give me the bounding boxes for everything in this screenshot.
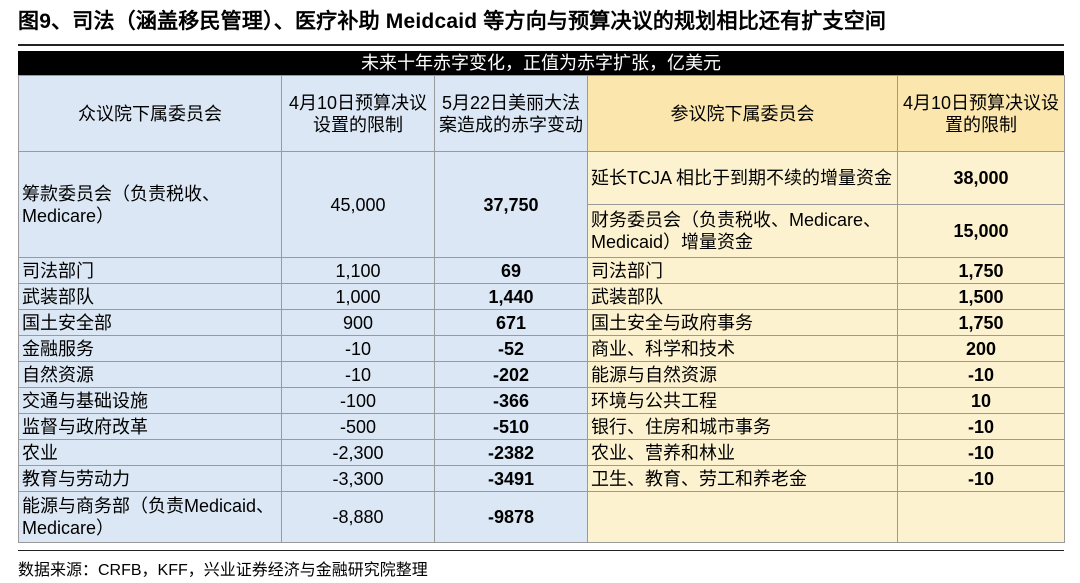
house-committee-cell: 农业 bbox=[18, 439, 282, 466]
table-row: 交通与基础设施 -100 -366 环境与公共工程 10 bbox=[18, 387, 1065, 414]
house-limit-cell: 1,000 bbox=[281, 283, 435, 310]
house-change-cell: -52 bbox=[434, 335, 588, 362]
house-limit-cell: -10 bbox=[281, 335, 435, 362]
senate-committee-cell: 国土安全与政府事务 bbox=[587, 309, 898, 336]
table-row: 金融服务 -10 -52 商业、科学和技术 200 bbox=[18, 335, 1065, 362]
senate-committee-cell: 能源与自然资源 bbox=[587, 361, 898, 388]
house-change-cell: -202 bbox=[434, 361, 588, 388]
house-limit-cell: 900 bbox=[281, 309, 435, 336]
senate-limit-cell: 10 bbox=[897, 387, 1065, 414]
house-change-cell: -3491 bbox=[434, 465, 588, 492]
house-change-cell: -366 bbox=[434, 387, 588, 414]
house-change-cell: 1,440 bbox=[434, 283, 588, 310]
house-committee-cell: 司法部门 bbox=[18, 257, 282, 284]
house-limit-cell: 1,100 bbox=[281, 257, 435, 284]
senate-limit-cell: 200 bbox=[897, 335, 1065, 362]
title-rule bbox=[18, 44, 1064, 46]
senate-committee-cell: 农业、营养和林业 bbox=[587, 439, 898, 466]
house-committee-cell: 监督与政府改革 bbox=[18, 413, 282, 440]
house-committee-cell: 金融服务 bbox=[18, 335, 282, 362]
house-change-cell: 69 bbox=[434, 257, 588, 284]
table-row: 财务委员会（负责税收、Medicare、Medicaid）增量资金 15,000 bbox=[19, 204, 1065, 258]
house-committee-cell: 能源与商务部（负责Medicaid、Medicare） bbox=[18, 491, 282, 543]
senate-committee-cell: 银行、住房和城市事务 bbox=[587, 413, 898, 440]
header-house-committee: 众议院下属委员会 bbox=[18, 75, 282, 152]
source-note: 数据来源：CRFB，KFF，兴业证券经济与金融研究院整理 bbox=[18, 562, 428, 579]
house-limit-cell: -2,300 bbox=[281, 439, 435, 466]
table-row: 筹款委员会（负责税收、Medicare） 45,000 37,750 延长TCJ… bbox=[18, 151, 1065, 258]
table-row: 武装部队 1,000 1,440 武装部队 1,500 bbox=[18, 283, 1065, 310]
header-senate-committee: 参议院下属委员会 bbox=[587, 75, 898, 152]
figure-title: 图9、司法（涵盖移民管理）、医疗补助 Meidcaid 等方向与预算决议的规划相… bbox=[18, 10, 887, 33]
deficit-table: 众议院下属委员会 4月10日预算决议设置的限制 5月22日美丽大法案造成的赤字变… bbox=[18, 75, 1065, 543]
house-committee-cell: 武装部队 bbox=[18, 283, 282, 310]
senate-limit-cell: 15,000 bbox=[897, 204, 1065, 258]
senate-committee-cell: 武装部队 bbox=[587, 283, 898, 310]
senate-limit-cell: 1,750 bbox=[897, 309, 1065, 336]
house-committee-cell: 筹款委员会（负责税收、Medicare） bbox=[18, 151, 282, 258]
house-limit-cell: -500 bbox=[281, 413, 435, 440]
house-change-cell: -2382 bbox=[434, 439, 588, 466]
senate-limit-cell: 1,500 bbox=[897, 283, 1065, 310]
senate-limit-cell: 1,750 bbox=[897, 257, 1065, 284]
house-change-cell: 671 bbox=[434, 309, 588, 336]
senate-committee-cell: 卫生、教育、劳工和养老金 bbox=[587, 465, 898, 492]
house-committee-cell: 国土安全部 bbox=[18, 309, 282, 336]
senate-committee-cell bbox=[587, 491, 898, 543]
senate-limit-cell: -10 bbox=[897, 439, 1065, 466]
senate-limit-cell: -10 bbox=[897, 465, 1065, 492]
senate-committee-cell: 环境与公共工程 bbox=[587, 387, 898, 414]
house-change-cell: -9878 bbox=[434, 491, 588, 543]
senate-committee-cell: 商业、科学和技术 bbox=[587, 335, 898, 362]
header-senate-limit: 4月10日预算决议设置的限制 bbox=[897, 75, 1065, 152]
house-committee-cell: 教育与劳动力 bbox=[18, 465, 282, 492]
house-limit-cell: -8,880 bbox=[281, 491, 435, 543]
house-limit-cell: -100 bbox=[281, 387, 435, 414]
table-header-row: 众议院下属委员会 4月10日预算决议设置的限制 5月22日美丽大法案造成的赤字变… bbox=[18, 75, 1065, 152]
house-limit-cell: -10 bbox=[281, 361, 435, 388]
senate-committee-cell: 延长TCJA 相比于到期不续的增量资金 bbox=[587, 151, 898, 205]
header-house-change: 5月22日美丽大法案造成的赤字变动 bbox=[434, 75, 588, 152]
table-row: 司法部门 1,100 69 司法部门 1,750 bbox=[18, 257, 1065, 284]
table-row: 自然资源 -10 -202 能源与自然资源 -10 bbox=[18, 361, 1065, 388]
table-row: 能源与商务部（负责Medicaid、Medicare） -8,880 -9878 bbox=[18, 491, 1065, 543]
house-committee-cell: 自然资源 bbox=[18, 361, 282, 388]
senate-committee-cell: 司法部门 bbox=[587, 257, 898, 284]
table-row: 农业 -2,300 -2382 农业、营养和林业 -10 bbox=[18, 439, 1065, 466]
senate-committee-cell: 财务委员会（负责税收、Medicare、Medicaid）增量资金 bbox=[587, 204, 898, 258]
senate-limit-cell: -10 bbox=[897, 413, 1065, 440]
senate-limit-cell: 38,000 bbox=[897, 151, 1065, 205]
house-change-cell: 37,750 bbox=[434, 151, 588, 258]
house-change-cell: -510 bbox=[434, 413, 588, 440]
source-rule bbox=[18, 550, 1064, 551]
senate-limit-cell: -10 bbox=[897, 361, 1065, 388]
header-house-limit: 4月10日预算决议设置的限制 bbox=[281, 75, 435, 152]
table-row: 教育与劳动力 -3,300 -3491 卫生、教育、劳工和养老金 -10 bbox=[18, 465, 1065, 492]
table-banner: 未来十年赤字变化，正值为赤字扩张，亿美元 bbox=[18, 51, 1064, 75]
table-row: 监督与政府改革 -500 -510 银行、住房和城市事务 -10 bbox=[18, 413, 1065, 440]
house-limit-cell: 45,000 bbox=[281, 151, 435, 258]
table-row: 国土安全部 900 671 国土安全与政府事务 1,750 bbox=[18, 309, 1065, 336]
senate-limit-cell bbox=[897, 491, 1065, 543]
house-committee-cell: 交通与基础设施 bbox=[18, 387, 282, 414]
house-limit-cell: -3,300 bbox=[281, 465, 435, 492]
